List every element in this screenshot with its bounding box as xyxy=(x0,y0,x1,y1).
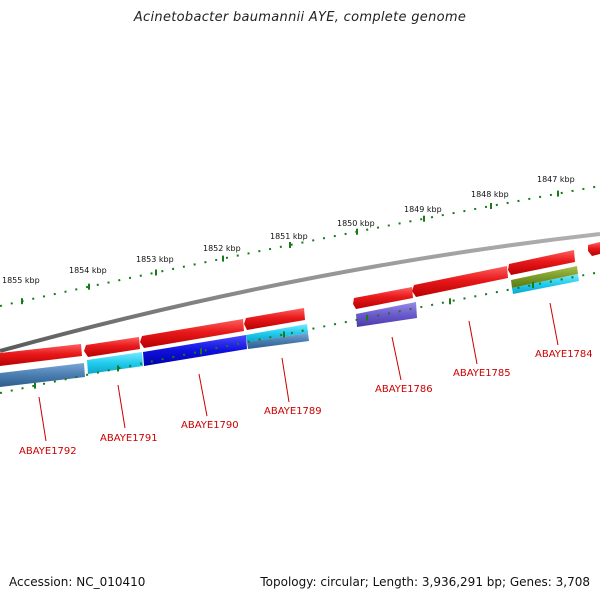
kbp-label-1851: 1851 kbp xyxy=(270,232,308,241)
gene-label-abaye1791: ABAYE1791 xyxy=(100,433,158,444)
cog-block-steel xyxy=(247,333,309,349)
kbp-label-1853: 1853 kbp xyxy=(136,255,174,264)
kbp-label-1849: 1849 kbp xyxy=(404,205,442,214)
cog-block-steel xyxy=(0,363,85,387)
gene-label-abaye1792: ABAYE1792 xyxy=(19,446,77,457)
kbp-label-1848: 1848 kbp xyxy=(471,190,509,199)
gene-arrow xyxy=(412,266,508,297)
leader-line xyxy=(38,396,47,442)
outer-ruler-major-ticks xyxy=(21,190,559,305)
gene-label-abaye1784: ABAYE1784 xyxy=(535,349,593,360)
map-title: Acinetobacter baumannii AYE, complete ge… xyxy=(133,10,467,25)
leader-line xyxy=(281,357,290,403)
kbp-label-1854: 1854 kbp xyxy=(69,266,107,275)
leader-line xyxy=(468,320,478,365)
forward-genes xyxy=(0,242,600,366)
cog-genes xyxy=(0,266,579,387)
cog-block-olive xyxy=(511,266,578,288)
inner-ruler-major-ticks xyxy=(34,282,534,389)
leader-line xyxy=(198,373,208,417)
kbp-label-1847: 1847 kbp xyxy=(537,175,575,184)
kbp-label-1852: 1852 kbp xyxy=(203,244,241,253)
gene-arrow xyxy=(84,337,140,357)
gene-labels: ABAYE1784 ABAYE1785 ABAYE1786 ABAYE1789 … xyxy=(19,349,593,457)
gene-arrow xyxy=(508,250,575,275)
cog-block-cyan xyxy=(246,324,308,342)
genome-backbone xyxy=(0,232,600,353)
gene-label-abaye1790: ABAYE1790 xyxy=(181,420,239,431)
gene-arrow xyxy=(0,344,82,366)
kbp-label-1855: 1855 kbp xyxy=(2,276,40,285)
genome-summary-text: Topology: circular; Length: 3,936,291 bp… xyxy=(260,575,590,589)
leader-line xyxy=(391,336,402,381)
kbp-label-1850: 1850 kbp xyxy=(337,219,375,228)
leader-line xyxy=(549,302,559,346)
gene-label-abaye1785: ABAYE1785 xyxy=(453,368,511,379)
gene-leader-lines xyxy=(38,302,559,442)
kbp-labels: 1847 kbp 1848 kbp 1849 kbp 1850 kbp 1851… xyxy=(2,175,575,285)
cog-block-purple xyxy=(356,302,417,327)
gene-arrow xyxy=(140,319,244,348)
cog-block-cyan xyxy=(87,352,143,374)
gene-label-abaye1789: ABAYE1789 xyxy=(264,406,322,417)
accession-text: Accession: NC_010410 xyxy=(9,575,146,589)
cog-block-blue xyxy=(143,335,247,366)
leader-line xyxy=(117,384,126,429)
gene-arrow xyxy=(588,242,600,256)
gene-arrow xyxy=(244,308,305,330)
gene-label-abaye1786: ABAYE1786 xyxy=(375,384,433,395)
gene-arrow xyxy=(353,287,413,309)
